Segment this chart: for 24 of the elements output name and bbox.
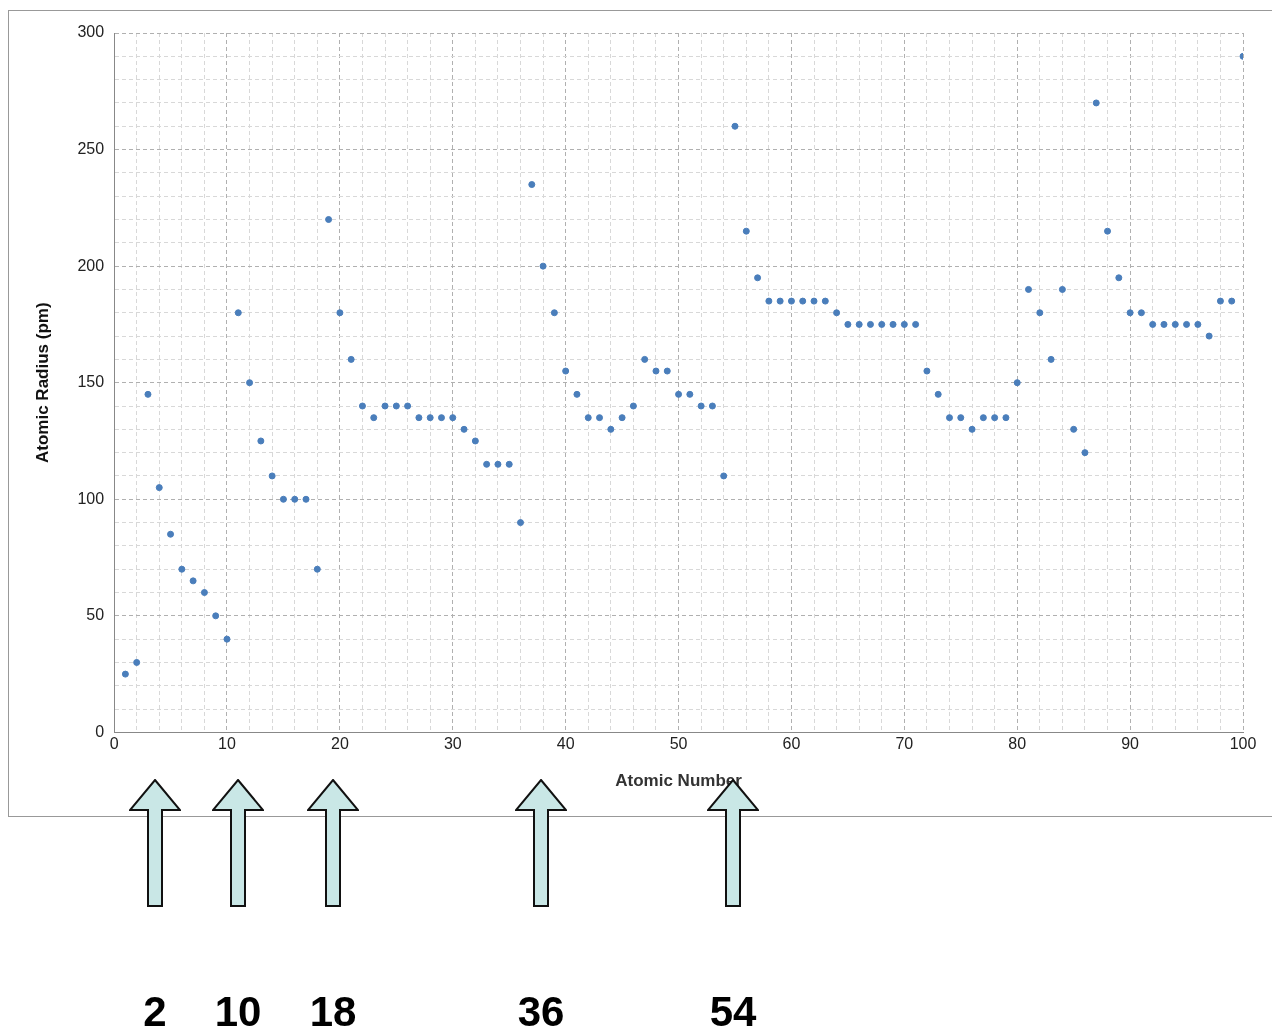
- y-tick-label: 100: [77, 489, 105, 507]
- text: 10: [214, 988, 262, 1031]
- x-tick-label: 40: [556, 735, 575, 753]
- x-tick-label: 0: [109, 735, 119, 753]
- x-tick-label: 30: [443, 735, 462, 753]
- y-tick-label: 50: [86, 606, 105, 624]
- y-tick-label: 200: [77, 256, 105, 274]
- x-tick-label: 60: [782, 735, 801, 753]
- text: 18: [309, 988, 357, 1031]
- x-tick-label: 100: [1229, 735, 1257, 753]
- x-tick-label: 50: [669, 735, 688, 753]
- y-axis-title: Atomic Radius (pm): [32, 302, 52, 463]
- text: 36: [517, 988, 565, 1031]
- y-tick-label: 300: [77, 23, 105, 41]
- x-tick-label: 70: [895, 735, 914, 753]
- x-tick-label: 20: [330, 735, 349, 753]
- x-tick-label: 90: [1121, 735, 1140, 753]
- y-tick-label: 150: [77, 373, 105, 391]
- text: 2: [143, 988, 167, 1031]
- y-tick-label: 0: [95, 722, 105, 740]
- x-tick-label: 80: [1008, 735, 1027, 753]
- x-tick-label: 10: [218, 735, 236, 753]
- y-tick-label: 250: [77, 139, 105, 157]
- text: 54: [709, 988, 757, 1031]
